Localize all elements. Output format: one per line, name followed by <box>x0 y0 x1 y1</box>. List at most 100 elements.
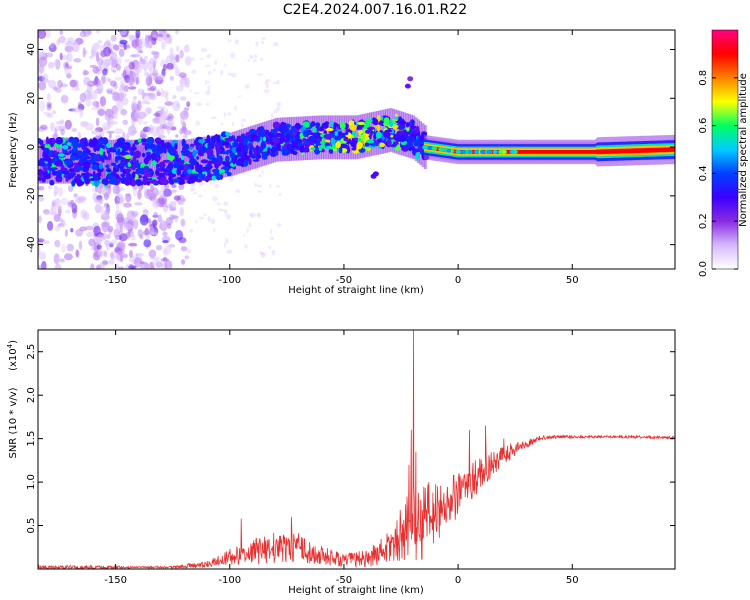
spectrogram-blob <box>178 184 185 190</box>
spectrogram-blob <box>370 173 377 179</box>
spectrogram-blob <box>222 142 230 146</box>
spectrogram-blob <box>58 36 66 44</box>
spectrogram-blob <box>260 129 265 133</box>
spectrogram-halo <box>305 116 308 161</box>
spectrogram-blob <box>480 149 485 154</box>
spectrogram-blob <box>57 153 65 157</box>
spectrogram-blob <box>125 231 131 239</box>
spectrogram-blob <box>255 41 259 47</box>
spectrogram-blob <box>53 253 60 265</box>
spectrogram-blob <box>83 161 91 168</box>
spectrogram-blob <box>373 133 377 140</box>
spectrogram-blob <box>207 216 212 223</box>
spectrogram-blob <box>44 52 54 58</box>
spectrogram-blob <box>310 121 316 127</box>
spectrogram-blob <box>110 51 118 62</box>
spectrogram-blob <box>42 240 50 245</box>
spectrogram-blob <box>108 259 115 265</box>
spectrogram-blob <box>302 121 310 128</box>
spectrogram-blob <box>96 244 102 250</box>
spectrogram-blob <box>46 93 51 101</box>
spectrogram-blob <box>294 122 301 130</box>
spectrogram-blob <box>115 155 123 161</box>
spectrogram-blob <box>137 181 145 186</box>
spectrogram-blob <box>150 232 159 236</box>
spectrogram-blob <box>162 159 171 163</box>
spectrogram-blob <box>65 209 71 214</box>
spectrogram-blob <box>243 159 249 167</box>
spectrogram-blob <box>95 101 100 109</box>
spectrogram-blob <box>184 56 192 66</box>
spectrogram-blob <box>379 142 386 148</box>
spectrogram-blob <box>257 190 262 193</box>
spectrogram-blob <box>38 238 45 243</box>
spectrogram-blob <box>349 124 357 131</box>
spectrogram-blob <box>64 159 73 166</box>
spectrogram-blob <box>45 175 51 179</box>
spectrogram-blob <box>225 131 230 136</box>
spectrogram-blob <box>101 74 106 85</box>
spectrogram-blob <box>197 167 203 174</box>
spectrogram-blob <box>160 112 167 122</box>
spectrogram-blob <box>225 149 230 156</box>
spectrogram-blob <box>290 127 295 133</box>
spectrogram-blob <box>135 159 139 168</box>
spectrogram-blob <box>79 226 87 232</box>
spectrogram-blob <box>83 70 90 76</box>
spectrogram-blob <box>79 157 84 164</box>
spectrogram-blob <box>101 178 109 185</box>
spectrogram-blob <box>115 185 120 196</box>
spectrogram-halo <box>74 139 78 184</box>
spectrogram-blob <box>174 142 178 150</box>
spectrogram-blob <box>119 161 126 168</box>
spectrogram-blob <box>137 228 143 238</box>
spectrogram-blob <box>226 171 232 177</box>
spectrogram-blob <box>206 54 212 59</box>
spectrogram-blob <box>218 208 224 212</box>
spectrogram-blob <box>165 92 169 103</box>
y-tick-label: 0.5 <box>26 518 37 534</box>
spectrogram-blob <box>239 138 244 143</box>
spectrogram-halo <box>159 139 162 184</box>
spectrogram-blob <box>310 147 316 151</box>
spectrogram-blob <box>314 132 322 140</box>
spectrogram-blob <box>135 168 140 174</box>
spectrogram-blob <box>189 89 193 92</box>
spectrogram-blob <box>128 146 133 152</box>
spectrogram-blob <box>272 130 278 134</box>
spectrogram-blob <box>105 164 110 169</box>
spectrogram-blob <box>179 206 184 217</box>
spectrogram-blob <box>150 256 155 260</box>
spectrogram-blob <box>134 257 143 268</box>
spectrogram-blob <box>162 240 169 244</box>
spectrogram-blob <box>117 266 125 269</box>
spectrogram-blob <box>265 83 269 89</box>
spectrogram-blob <box>180 177 185 182</box>
spectrogram-blob <box>51 199 57 207</box>
spectrogram-blob <box>53 151 60 155</box>
spectrogram-blob <box>119 39 128 45</box>
y-tick-label: 2.5 <box>26 344 37 360</box>
spectrogram-blob <box>129 249 133 259</box>
spectrogram-blob <box>105 88 114 92</box>
spectrogram-blob <box>366 139 375 144</box>
spectrogram-blob <box>156 140 163 144</box>
spectrogram-blob <box>292 135 296 142</box>
spectrogram-blob <box>69 138 78 147</box>
spectrogram-blob <box>157 214 162 223</box>
spectrogram-blob <box>308 135 315 141</box>
spectrogram-blob <box>110 80 117 87</box>
spectrogram-blob <box>38 186 45 191</box>
spectrogram-blob <box>106 242 110 251</box>
spectrogram-blob <box>145 235 150 241</box>
spectrogram-blob <box>116 57 122 65</box>
spectrogram-blob <box>210 116 217 120</box>
spectrogram-blob <box>393 134 398 139</box>
spectrogram-blob <box>205 90 211 96</box>
spectrogram-blob <box>134 150 141 159</box>
spectrogram-blob <box>404 83 411 89</box>
spectrogram-blob <box>399 134 407 142</box>
spectrogram-blob <box>279 136 286 143</box>
spectrogram-blob <box>248 158 252 166</box>
spectrogram-blob <box>39 139 44 146</box>
